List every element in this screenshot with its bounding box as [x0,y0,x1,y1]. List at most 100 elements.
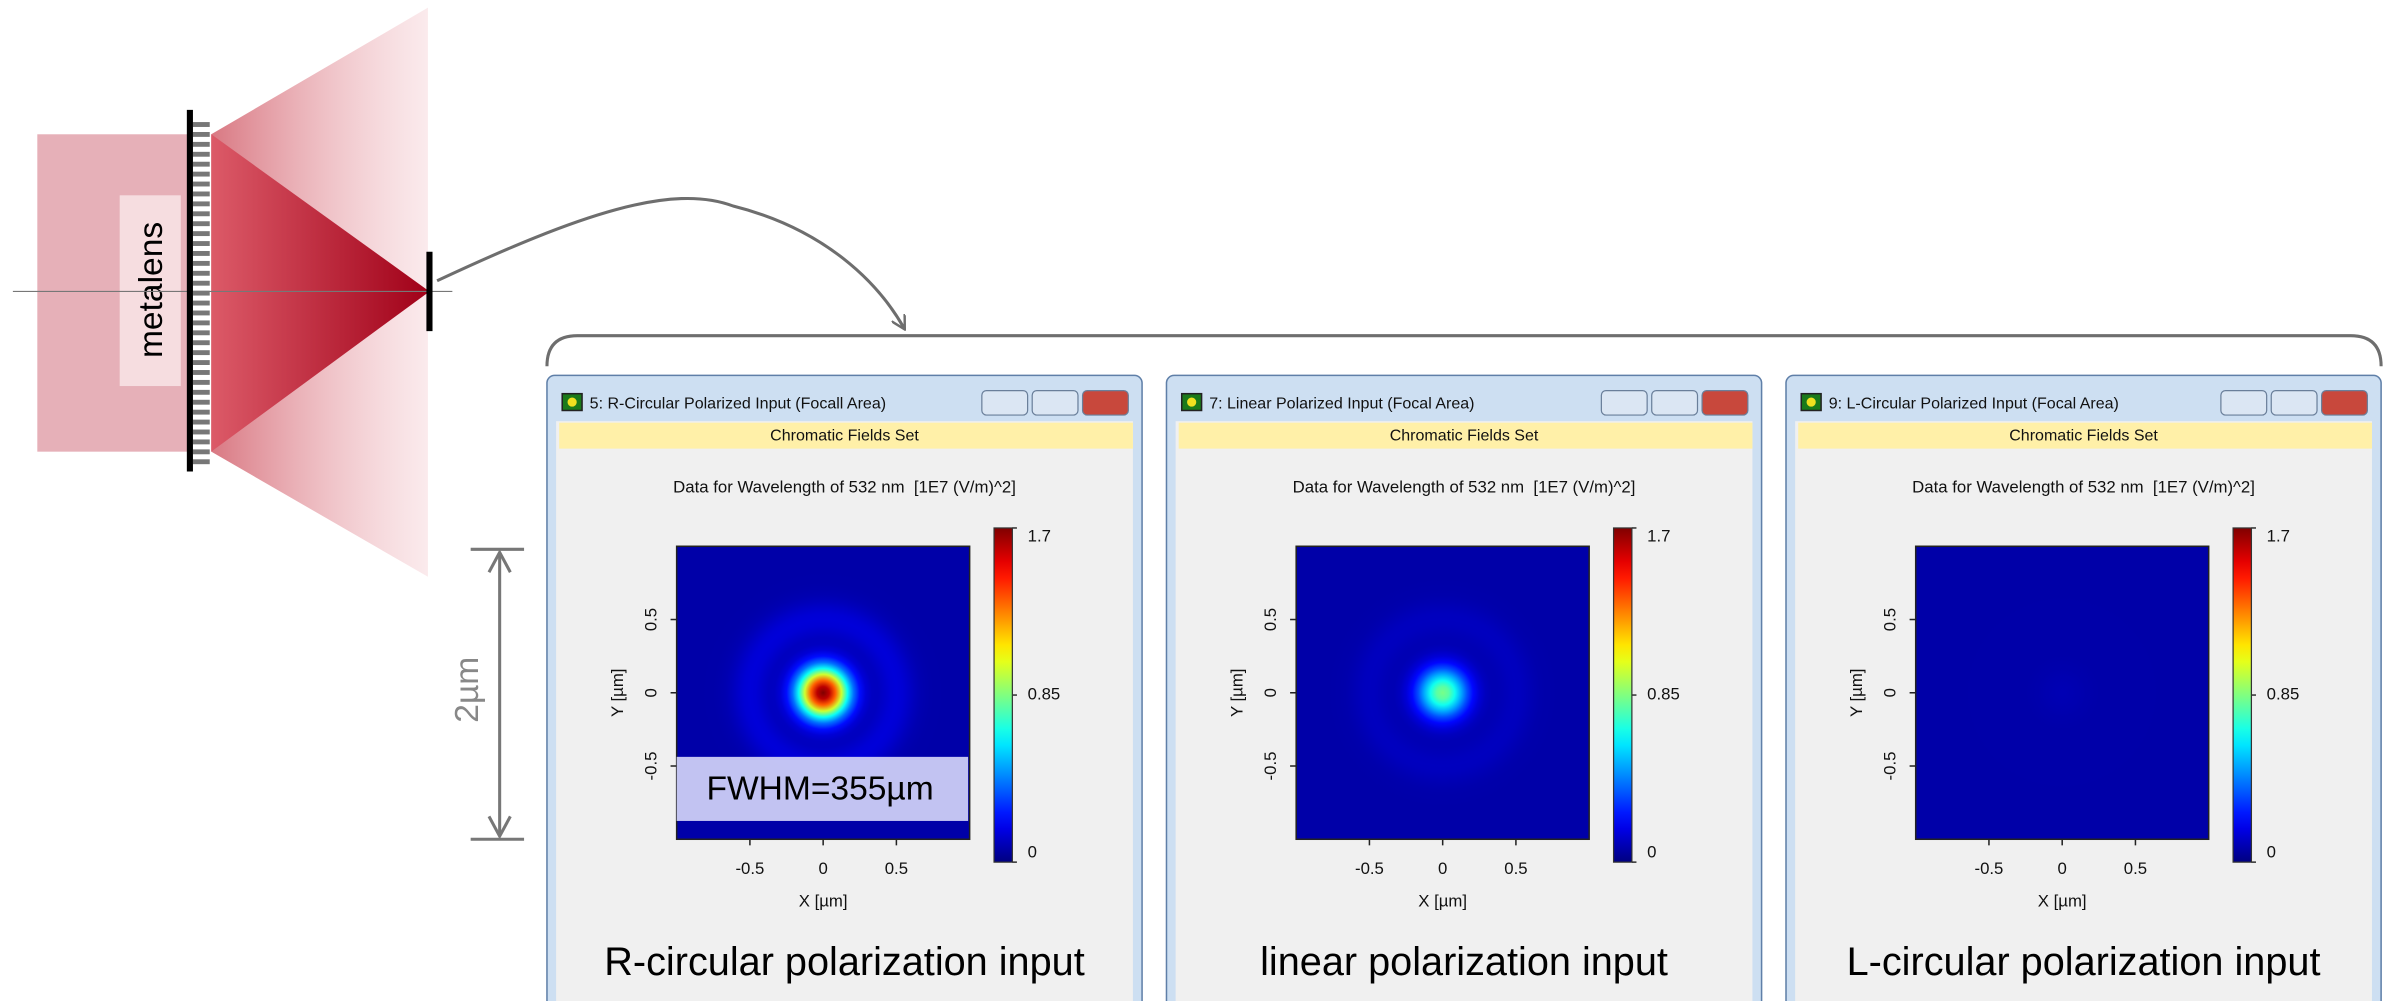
window: 7: Linear Polarized Input (Focal Area) Ch… [1166,375,1761,1001]
x-tick-label: 0 [1438,859,1447,878]
nanopillar [193,122,210,127]
dimension: 2µm [449,549,524,839]
y-tick-label: 0.5 [1261,608,1280,631]
nanopillar [193,241,210,246]
caption: L-circular polarization input [1847,940,2321,984]
colorbar-tick-label: 1.7 [2267,527,2290,546]
nanopillar [193,380,210,385]
minimize-button[interactable] [982,391,1028,415]
x-tick-label: 0.5 [1504,859,1527,878]
nanopillar [193,350,210,355]
x-tick-label: 0 [2058,859,2067,878]
x-tick-label: -0.5 [1355,859,1384,878]
bracket [547,336,2381,367]
x-axis-label: X [µm] [2038,891,2087,910]
nanopillar [193,182,210,187]
nanopillar [193,449,210,454]
nanopillar [193,231,210,236]
y-axis-label: Y [µm] [1228,669,1247,717]
maximize-button[interactable] [2271,391,2317,415]
nanopillar [193,142,210,147]
window-title: 7: Linear Polarized Input (Focal Area) [1209,395,1474,413]
nanopillar [193,420,210,425]
nanopillar [193,430,210,435]
plot-title: Data for Wavelength of 532 nm [1E7 (V/m)… [1293,478,1636,497]
nanopillar [193,291,210,296]
nanopillar [193,281,210,286]
nanopillar [193,459,210,464]
colorbar-tick-label: 0 [1028,842,1037,861]
window-icon-dot [568,398,577,407]
y-tick-label: 0 [1881,688,1900,697]
plot-title: Data for Wavelength of 532 nm [1E7 (V/m)… [1912,478,2255,497]
window: 9: L-Circular Polarized Input (Focal Are… [1786,375,2381,1001]
maximize-button[interactable] [1032,391,1078,415]
y-tick-label: -0.5 [642,752,661,781]
focal-spot [1940,571,2184,815]
nanopillar [193,301,210,306]
x-tick-label: 0.5 [885,859,908,878]
x-axis-label: X [µm] [1418,891,1467,910]
nanopillar [193,221,210,226]
arrow [437,198,904,328]
close-button[interactable] [1702,391,1748,415]
colorbar-tick-label: 0 [2267,842,2276,861]
nanopillar [193,271,210,276]
page: {"diagram": {"lens_label": "metalens", "… [0,0,2394,1001]
window-icon-dot [1807,398,1816,407]
x-axis-label: X [µm] [799,891,848,910]
nanopillar [193,251,210,256]
colorbar [1614,528,1632,862]
colorbar-tick-label: 0.85 [2267,684,2300,703]
window: 5: R-Circular Polarized Input (Focall Ar… [547,375,1142,1001]
colorbar [994,528,1012,862]
nanopillar [193,162,210,167]
nanopillar [193,330,210,335]
colorbar-tick-label: 0 [1647,842,1656,861]
minimize-button[interactable] [2221,391,2267,415]
colorbar [2233,528,2251,862]
nanopillar [193,152,210,157]
header: Chromatic Fields Set [2009,427,2158,445]
nanopillar [193,370,210,375]
nanopillar [193,211,210,216]
nanopillar [193,439,210,444]
header: Chromatic Fields Set [770,427,919,445]
minimize-button[interactable] [1601,391,1647,415]
colorbar-tick-label: 1.7 [1647,527,1670,546]
colorbar-tick-label: 1.7 [1028,527,1051,546]
y-axis-label: Y [µm] [1847,669,1866,717]
x-tick-label: 0 [818,859,827,878]
close-button[interactable] [1083,391,1129,415]
close-button[interactable] [2322,391,2368,415]
figure: metalens 2µm 5: R-Circular Polarized Inp… [0,0,2394,1001]
nanopillar [193,410,210,415]
nanopillar [193,172,210,177]
caption: linear polarization input [1260,940,1668,984]
x-tick-label: 0.5 [2124,859,2147,878]
window-title: 5: R-Circular Polarized Input (Focall Ar… [590,395,886,413]
x-tick-label: -0.5 [1975,859,2004,878]
nanopillar [193,320,210,325]
nanopillar [193,390,210,395]
nanopillar [193,311,210,316]
lens-label: metalens [133,222,170,358]
window-icon-dot [1187,398,1196,407]
nanopillar [193,360,210,365]
nanopillar [193,192,210,197]
focal-spot [1321,571,1565,815]
y-tick-label: 0 [1261,688,1280,697]
nanopillar [193,340,210,345]
y-axis-label: Y [µm] [608,669,627,717]
nanopillar [193,201,210,206]
y-tick-label: 0.5 [1881,608,1900,631]
dimension-label: 2µm [449,657,486,723]
nanostructures [193,122,210,464]
y-tick-label: -0.5 [1261,752,1280,781]
maximize-button[interactable] [1652,391,1698,415]
header: Chromatic Fields Set [1390,427,1539,445]
x-tick-label: -0.5 [735,859,764,878]
window-title: 9: L-Circular Polarized Input (Focal Are… [1829,395,2119,413]
y-tick-label: 0.5 [642,608,661,631]
nanopillar [193,400,210,405]
